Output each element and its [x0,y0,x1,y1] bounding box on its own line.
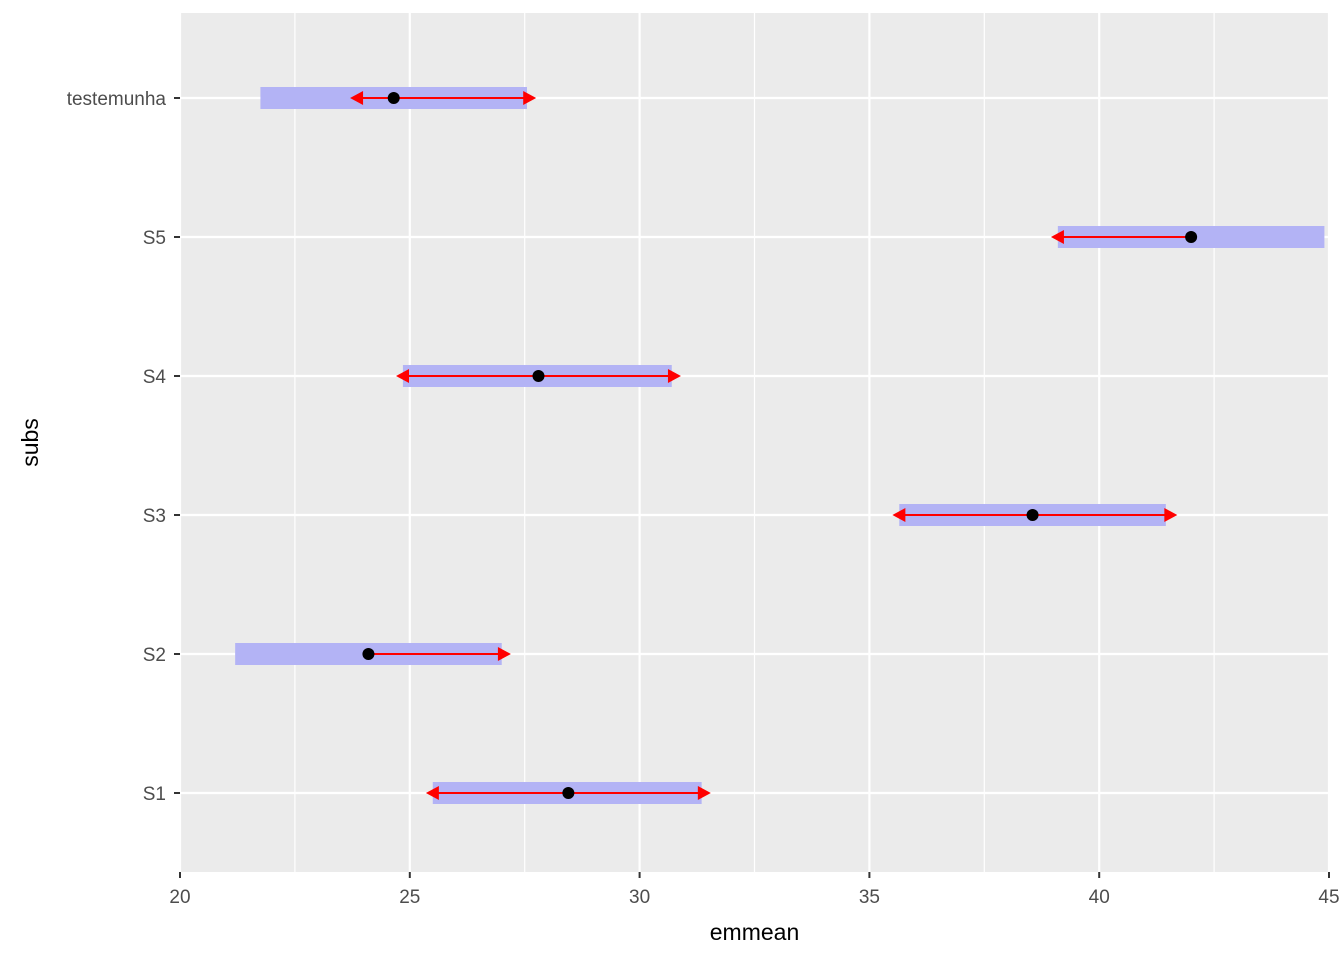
point-s5 [1185,231,1198,243]
minor-gridlines [294,13,1215,872]
arrow-head-right-s3 [1164,508,1178,522]
point-s1 [562,787,575,799]
y-tick-label: testemunha [67,89,167,110]
arrow-head-left-s1 [425,786,439,800]
y-tick-label: S1 [143,784,166,805]
x-tick-label: 40 [1089,887,1110,908]
x-tick-label: 45 [1318,887,1339,908]
x-axis-ticks: 20 25 30 35 40 45 [169,872,1340,908]
arrow-head-left-s5 [1050,230,1064,244]
x-tick-label: 20 [169,887,190,908]
point-s4 [532,370,545,382]
x-axis-title: emmean [710,919,799,945]
y-tick-label: S4 [143,367,167,388]
x-tick-label: 25 [399,887,420,908]
point-s2 [362,648,375,660]
y-axis-title: subs [17,418,43,467]
arrow-head-left-s3 [892,508,906,522]
arrow-head-right-s2 [497,647,511,661]
comparison-arrows [350,91,1192,800]
arrow-head-left-testemunha [350,91,364,105]
major-gridlines [178,13,1331,872]
x-tick-label: 35 [859,887,880,908]
y-tick-label: S5 [143,228,166,249]
point-s3 [1026,509,1039,521]
arrow-head-left-s4 [396,369,410,383]
arrow-head-right-s4 [667,369,681,383]
arrow-head-right-s1 [697,786,711,800]
y-tick-label: S3 [143,506,166,527]
y-axis-ticks: S1 S2 S3 S4 S5 testemunha [67,89,180,805]
arrow-head-right-testemunha [523,91,537,105]
emmean-points [362,92,1198,799]
y-tick-label: S2 [143,645,166,666]
point-testemunha [387,92,400,104]
x-tick-label: 30 [629,887,650,908]
